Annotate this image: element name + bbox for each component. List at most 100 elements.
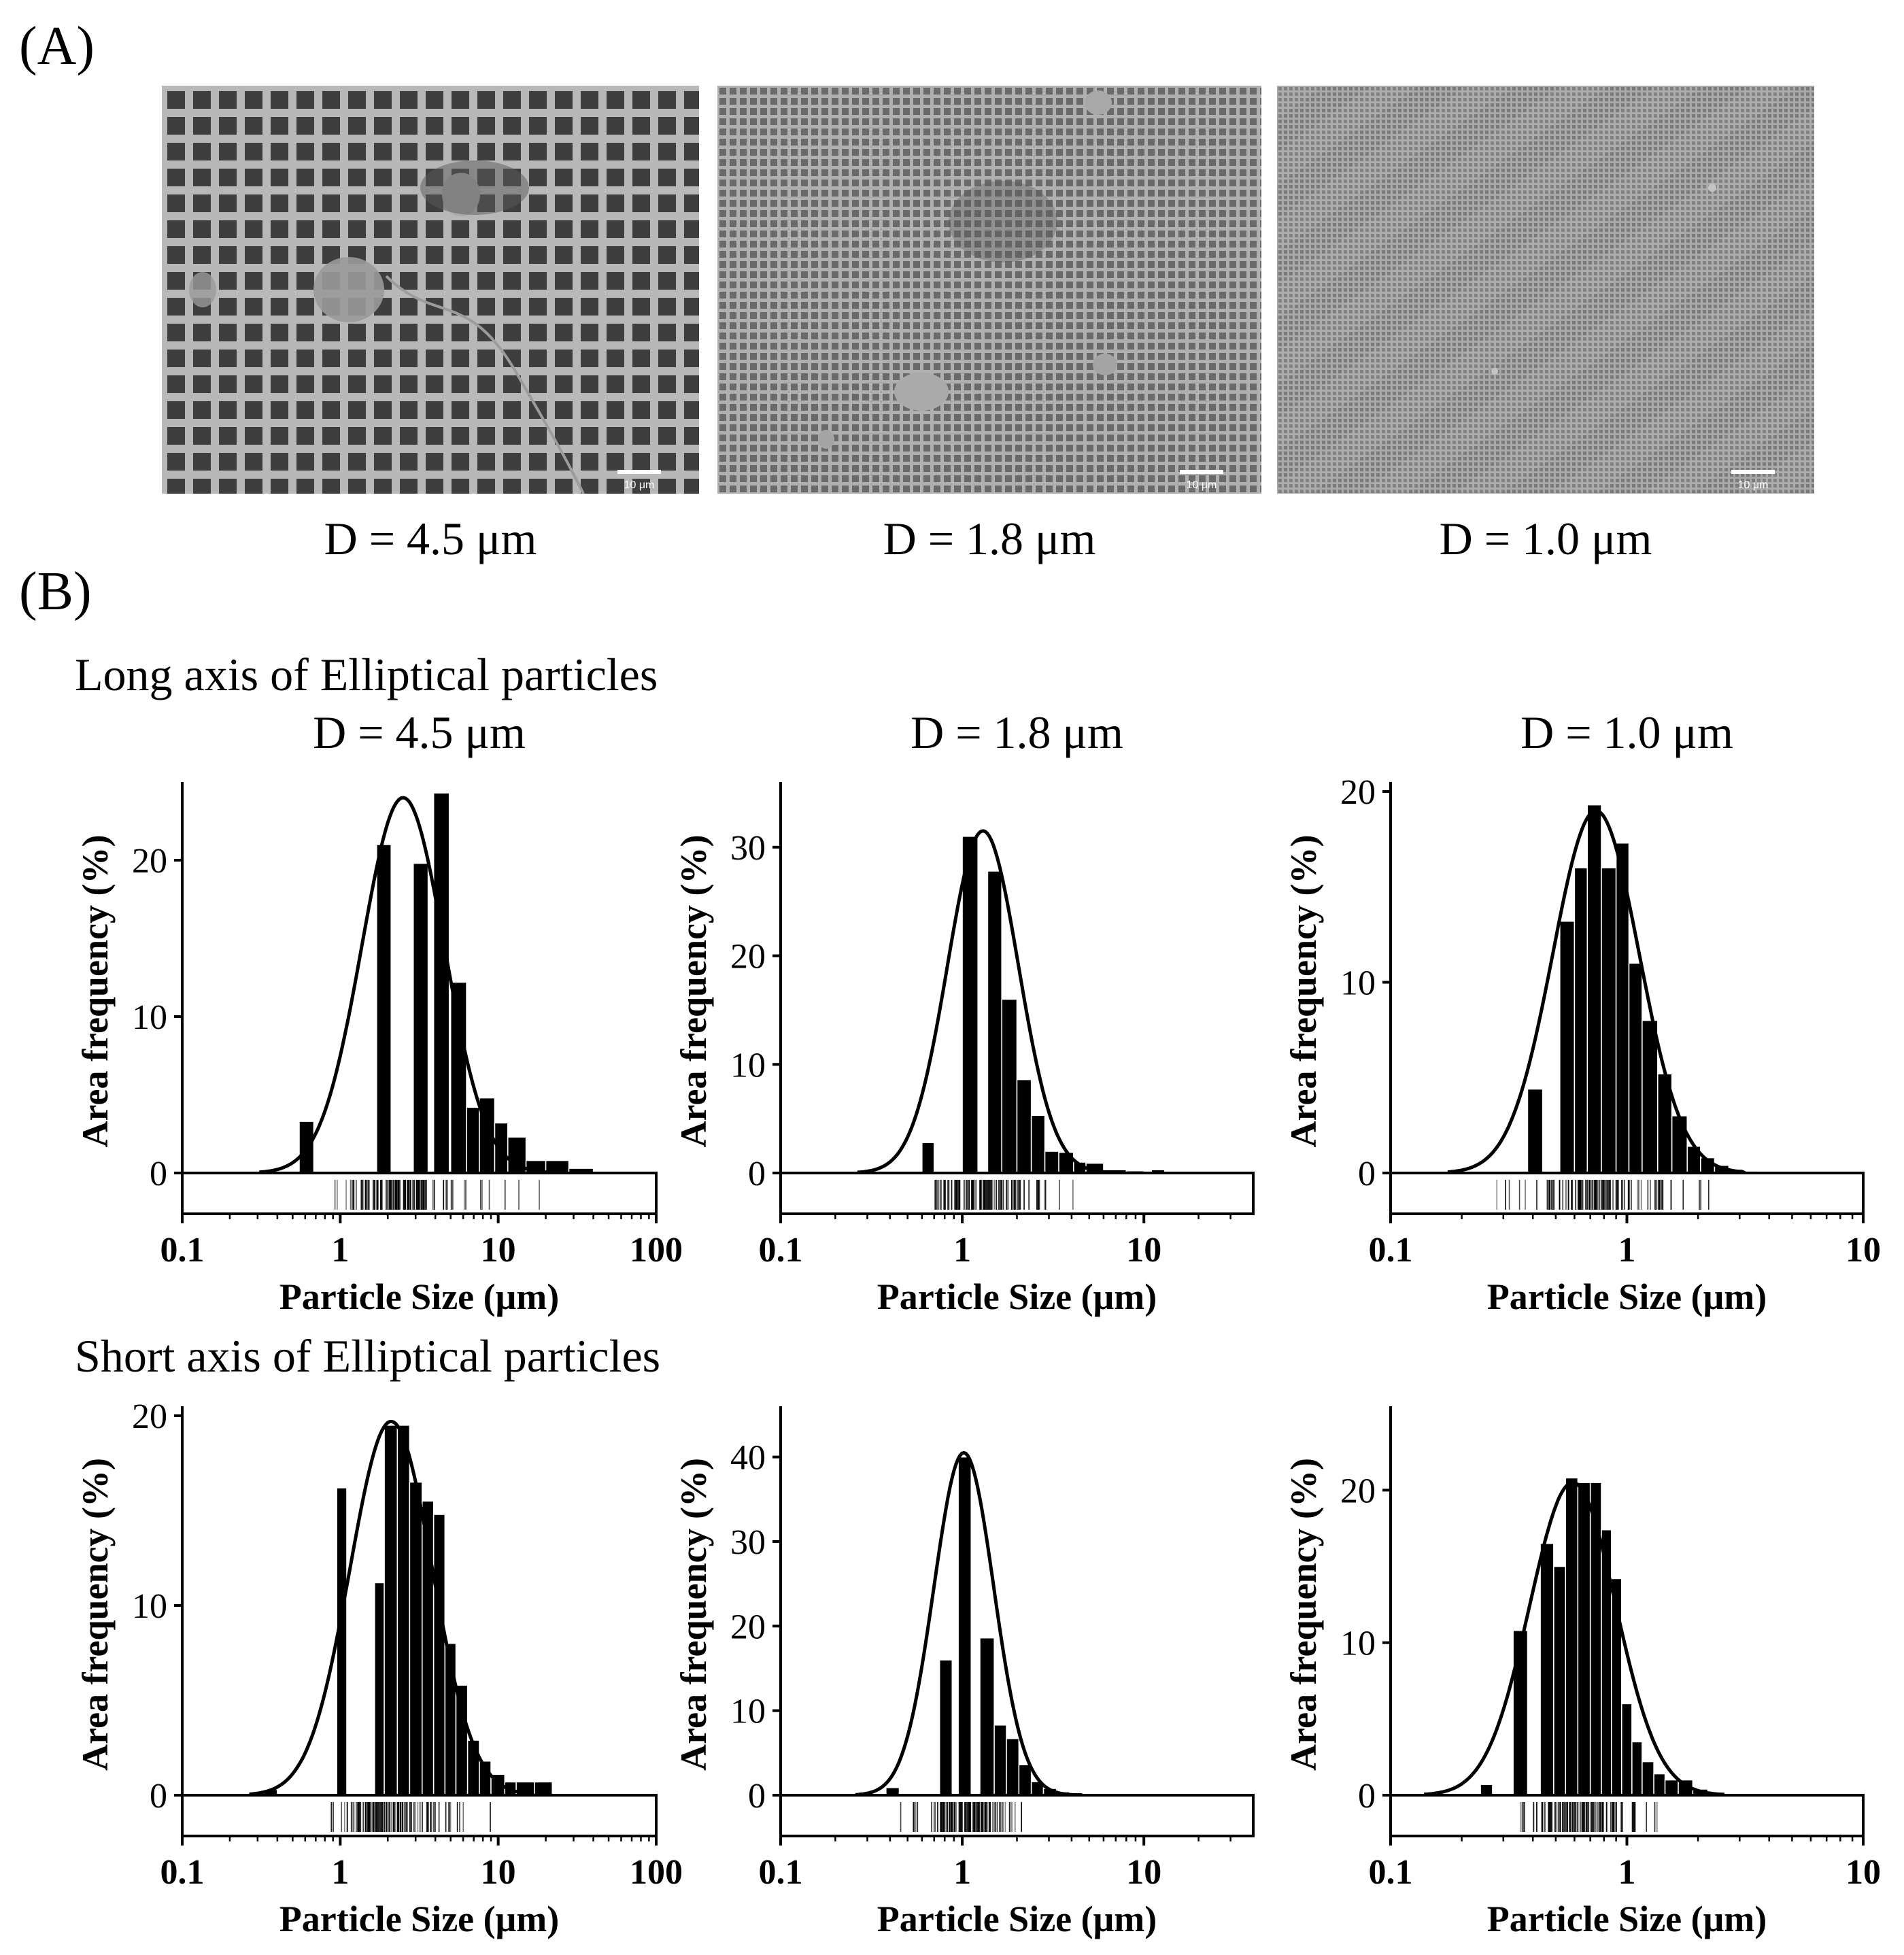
histogram-bar: [987, 870, 1002, 1174]
histogram-bar: [1480, 1784, 1493, 1796]
histogram-bar: [1642, 1019, 1659, 1174]
y-tick-label: 0: [1358, 1777, 1376, 1816]
histogram-bar: [384, 1425, 398, 1796]
x-axis-label: Particle Size (μm): [877, 1276, 1157, 1317]
fit-curve: [855, 1450, 1075, 1797]
chart-6: 0 10 20 Area frequency (%) 0.1 1 10 Particle Si…: [1283, 1406, 1881, 1939]
y-axis-label: Area frequency (%): [673, 835, 714, 1148]
panel-b-label: (B): [19, 562, 92, 622]
histogram-bar: [1016, 1078, 1032, 1174]
scale-bar-label: 10 μm: [624, 479, 655, 491]
sem-grid-1-8: 10 μm: [717, 86, 1261, 494]
histogram-bar: [979, 1637, 995, 1796]
x-tick-label: 10: [1846, 1853, 1881, 1892]
x-tick-label: 10: [1126, 1853, 1161, 1892]
histogram-bar: [921, 1142, 935, 1174]
histogram-bar: [396, 1425, 411, 1796]
histogram-bar: [1631, 1741, 1643, 1796]
histogram-bar: [993, 1724, 1007, 1796]
chart-5: 0 10 20 30 40 Area frequency (%) 0.1 1 10 Particl…: [673, 1406, 1255, 1939]
y-tick-label: 20: [1340, 1472, 1376, 1510]
y-tick-label: 0: [748, 1777, 766, 1816]
x-axis-label: Particle Size (μm): [1487, 1276, 1767, 1317]
histogram-bar: [1006, 1737, 1020, 1796]
histogram-bar: [1559, 921, 1576, 1174]
y-tick-label: 20: [730, 1608, 766, 1646]
sem-image-1-0: 10 μm: [1277, 86, 1814, 494]
histogram-bar: [1553, 1565, 1567, 1796]
y-axis-label: Area frequency (%): [1283, 835, 1324, 1148]
histogram-bar: [432, 792, 450, 1174]
x-tick-label: 100: [630, 1853, 683, 1892]
histogram-bar: [1586, 804, 1602, 1174]
x-tick-label: 0.1: [1369, 1853, 1413, 1892]
histogram-bar: [374, 1582, 385, 1796]
x-tick-label: 0.1: [160, 1853, 205, 1892]
y-tick-label: 10: [730, 1693, 766, 1731]
chart-1: D = 4.5 μm 0 10 20 Area frequency (%) 0.1 1 10 1…: [75, 707, 683, 1317]
chart-title: D = 1.8 μm: [911, 707, 1123, 758]
histogram-bar: [1018, 1764, 1032, 1796]
rug-box: [779, 1794, 1255, 1837]
x-axis-label: Particle Size (μm): [279, 1276, 559, 1317]
x-tick-label: 0.1: [1369, 1231, 1413, 1270]
x-axis-label: Particle Size (μm): [1487, 1899, 1767, 1939]
sem-image-4-5: 10 μm: [162, 86, 699, 494]
histogram-bar: [938, 1659, 953, 1796]
histogram-bar: [1044, 1151, 1059, 1174]
y-tick-label: 20: [1340, 773, 1376, 812]
y-axis-label: Area frequency (%): [673, 1458, 714, 1771]
y-tick-label: 40: [730, 1439, 766, 1478]
long-axis-title: Long axis of Elliptical particles: [75, 649, 658, 700]
histogram-bar: [1512, 1629, 1529, 1796]
sem-caption-4-5: D = 4.5 μm: [324, 513, 537, 564]
y-tick-label: 30: [730, 829, 766, 868]
x-tick-label: 10: [481, 1853, 516, 1892]
histogram-bar: [1001, 998, 1018, 1174]
sem-grid-1-0: 10 μm: [1277, 86, 1814, 494]
x-tick-label: 100: [630, 1231, 683, 1270]
histogram-bar: [1671, 1115, 1688, 1174]
y-axis-label: Area frequency (%): [75, 1458, 116, 1771]
y-tick-label: 10: [730, 1046, 766, 1085]
chart-2: D = 1.8 μm 0 10 20 30 Area frequency (%) 0.1 1 1…: [673, 707, 1255, 1317]
histogram-bar: [957, 1456, 972, 1796]
x-tick-label: 0.1: [160, 1231, 205, 1270]
histogram-bar: [1628, 962, 1643, 1174]
y-tick-label: 0: [150, 1777, 167, 1816]
histogram-bar: [1574, 867, 1588, 1174]
histogram-bar: [409, 1481, 423, 1796]
histogram-bar: [1664, 1779, 1679, 1796]
fit-curve: [857, 829, 1112, 1175]
y-tick-label: 20: [730, 938, 766, 976]
fit-curve: [249, 1419, 535, 1797]
x-tick-label: 10: [1126, 1231, 1161, 1270]
panel-a-label: (A): [19, 16, 95, 76]
rug-box: [1389, 1794, 1865, 1837]
chart-title: D = 4.5 μm: [313, 707, 526, 758]
fit-curve: [259, 796, 551, 1175]
histogram-bar: [962, 836, 979, 1174]
histogram-bar: [413, 862, 429, 1174]
x-tick-label: 1: [331, 1853, 349, 1892]
x-axis-label: Particle Size (μm): [279, 1899, 559, 1939]
chart-3: D = 1.0 μm 0 10 20 Area frequency (%) 0.1 1 10 P…: [1283, 707, 1881, 1317]
sem-grid-4-5: 10 μm: [162, 86, 699, 494]
y-axis-label: Area frequency (%): [1283, 1458, 1324, 1771]
sem-caption-1-8: D = 1.8 μm: [883, 513, 1096, 564]
rug-box: [1389, 1172, 1865, 1215]
x-axis-label: Particle Size (μm): [877, 1899, 1157, 1939]
rug-box: [181, 1794, 658, 1837]
histogram-bar: [1653, 1773, 1666, 1796]
y-tick-label: 0: [1358, 1155, 1376, 1193]
histogram-bar: [494, 1122, 509, 1174]
y-tick-label: 10: [132, 1587, 167, 1626]
x-tick-label: 0.1: [759, 1231, 803, 1270]
y-tick-label: 10: [132, 998, 167, 1037]
histogram-bar: [376, 844, 392, 1174]
short-axis-title: Short axis of Elliptical particles: [75, 1330, 661, 1382]
histogram-bar: [1577, 1482, 1591, 1796]
y-tick-label: 20: [132, 842, 167, 881]
histogram-bar: [1527, 1088, 1544, 1174]
x-tick-label: 1: [953, 1853, 971, 1892]
